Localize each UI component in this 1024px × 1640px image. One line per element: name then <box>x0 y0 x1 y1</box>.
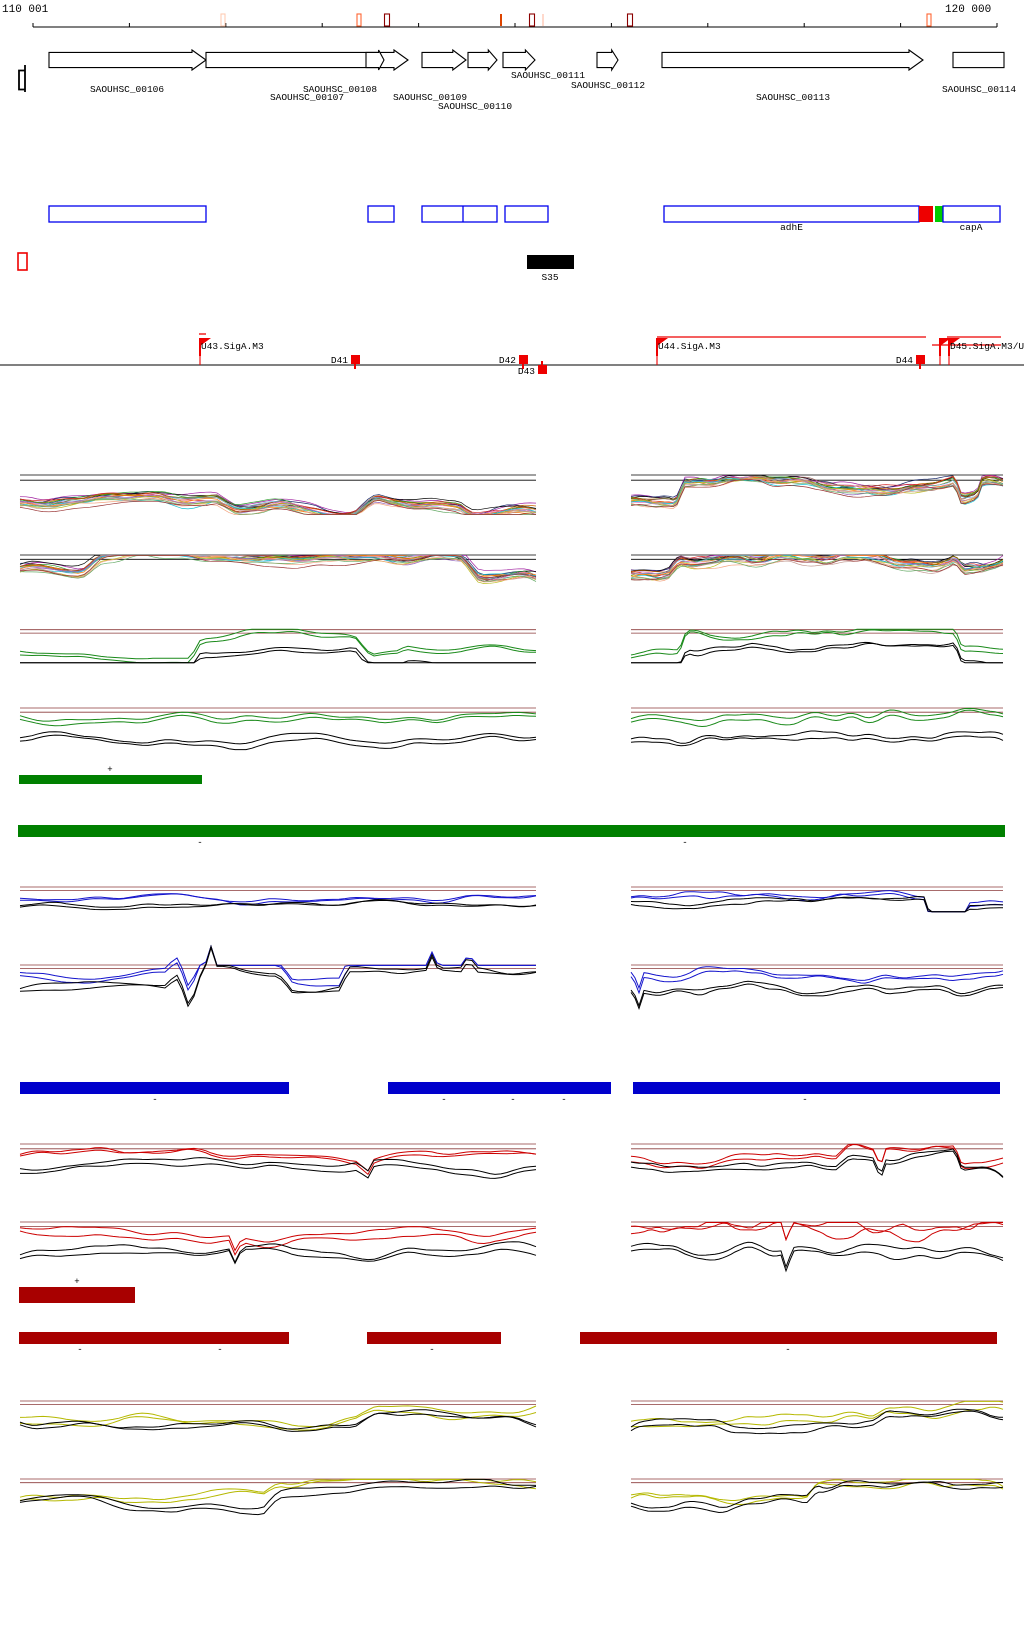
svg-text:-: - <box>802 1095 807 1105</box>
svg-text:-: - <box>561 1095 566 1105</box>
svg-text:-: - <box>441 1095 446 1105</box>
svg-text:D43: D43 <box>518 366 535 377</box>
svg-text:U44.SigA.M3: U44.SigA.M3 <box>658 341 721 352</box>
svg-text:+: + <box>74 1277 79 1287</box>
svg-text:SAOUHSC_00112: SAOUHSC_00112 <box>571 80 645 91</box>
svg-text:D45.SigA.M3/U46.SigA.B12: D45.SigA.M3/U46.SigA.B12 <box>950 341 1024 352</box>
svg-text:-: - <box>197 838 202 848</box>
svg-text:110 001: 110 001 <box>2 4 49 16</box>
svg-text:capA: capA <box>960 222 983 233</box>
svg-text:SAOUHSC_00114: SAOUHSC_00114 <box>942 84 1016 95</box>
svg-text:S35: S35 <box>541 272 558 283</box>
svg-text:-: - <box>510 1095 515 1105</box>
svg-text:D42: D42 <box>499 355 516 366</box>
svg-text:-: - <box>77 1345 82 1355</box>
svg-text:-: - <box>152 1095 157 1105</box>
svg-text:SAOUHSC_00106: SAOUHSC_00106 <box>90 84 164 95</box>
svg-text:adhE: adhE <box>780 222 803 233</box>
svg-text:-: - <box>217 1345 222 1355</box>
svg-text:-: - <box>429 1345 434 1355</box>
svg-text:+: + <box>107 765 112 775</box>
svg-text:SAOUHSC_00108: SAOUHSC_00108 <box>303 84 377 95</box>
svg-text:-: - <box>785 1345 790 1355</box>
svg-text:D44: D44 <box>896 355 913 366</box>
svg-text:SAOUHSC_00113: SAOUHSC_00113 <box>756 92 830 103</box>
svg-text:120 000: 120 000 <box>945 4 991 16</box>
svg-text:SAOUHSC_00110: SAOUHSC_00110 <box>438 101 512 112</box>
svg-text:D41: D41 <box>331 355 348 366</box>
svg-text:U43.SigA.M3: U43.SigA.M3 <box>201 341 264 352</box>
svg-text:-: - <box>682 838 687 848</box>
